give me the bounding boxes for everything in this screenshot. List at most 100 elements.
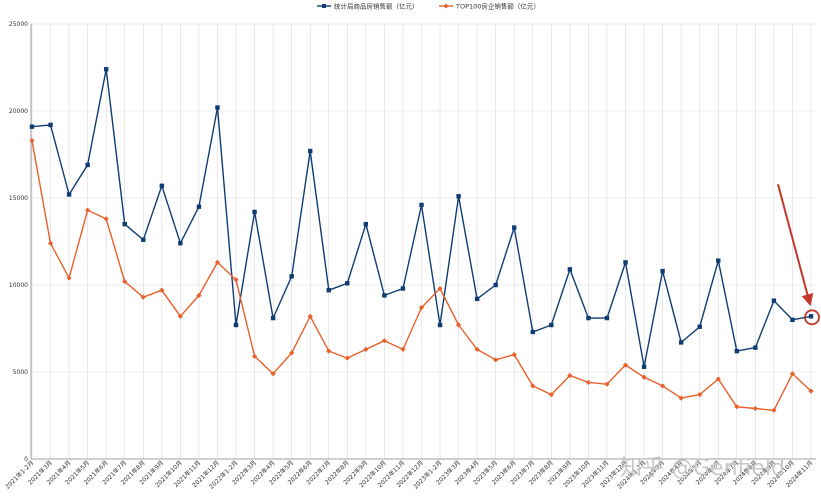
data-point-series-2: [418, 305, 425, 311]
data-point-series-2: [548, 392, 554, 398]
data-point-series-2: [159, 287, 165, 293]
data-point-series-2: [289, 350, 295, 356]
data-point-series-1: [363, 221, 369, 227]
data-point-series-2: [214, 259, 221, 265]
data-point-series-1: [382, 293, 387, 298]
data-point-series-2: [251, 353, 258, 359]
data-point-series-1: [697, 324, 702, 329]
data-point-series-1: [233, 322, 239, 328]
data-point-series-2: [400, 346, 406, 352]
data-point-series-2: [567, 372, 573, 379]
data-point-series-2: [85, 207, 91, 213]
data-point-series-2: [66, 275, 72, 281]
data-point-series-1: [289, 274, 294, 279]
axes: [30, 24, 816, 460]
data-point-series-1: [474, 296, 480, 302]
legend: 统计局商品房销售额（亿元） TOP100房企销售额（亿元）: [317, 1, 540, 10]
data-point-series-1: [567, 267, 573, 272]
data-point-series-2: [530, 383, 536, 389]
data-point-series-1: [549, 322, 554, 328]
data-point-series-1: [660, 268, 665, 274]
data-point-series-2: [585, 379, 592, 386]
data-point-series-2: [344, 355, 350, 361]
data-point-series-1: [808, 314, 814, 319]
data-point-series-1: [270, 315, 276, 321]
data-point-series-2: [734, 404, 740, 410]
data-point-series-1: [734, 348, 740, 354]
data-point-series-1: [493, 282, 498, 288]
data-point-series-1: [604, 315, 610, 321]
data-point-series-2: [122, 278, 128, 285]
data-point-series-2: [715, 376, 721, 382]
data-point-series-2: [641, 374, 647, 380]
data-point-series-1: [771, 298, 777, 303]
data-point-series-1: [512, 225, 517, 230]
data-point-series-2: [47, 240, 54, 246]
series-markers: [29, 67, 814, 413]
annotation-circle: [804, 309, 820, 326]
data-point-series-1: [586, 315, 591, 321]
watermark-text: 知乎 @Genfield: [620, 456, 785, 481]
data-point-series-2: [511, 352, 517, 358]
data-point-series-1: [196, 204, 202, 209]
data-point-series-2: [808, 388, 814, 394]
legend-label-2: TOP100房企销售额（亿元）: [455, 1, 540, 10]
y-tick-label: 25000: [9, 21, 28, 28]
data-point-series-1: [29, 124, 35, 129]
data-point-series-2: [455, 322, 462, 328]
data-point-series-1: [530, 329, 535, 335]
data-point-series-1: [252, 209, 257, 215]
data-point-series-2: [177, 313, 183, 319]
data-point-series-2: [622, 362, 629, 368]
annotations: [777, 184, 820, 326]
data-point-series-1: [790, 317, 795, 322]
data-point-series-2: [789, 371, 796, 377]
data-point-series-1: [419, 202, 424, 208]
data-point-series-1: [437, 322, 443, 328]
y-tick-label: 10000: [9, 282, 28, 289]
data-point-series-1: [178, 241, 183, 246]
data-point-series-2: [697, 392, 703, 398]
annotation-arrow: [777, 184, 814, 307]
legend-label-1: 统计局商品房销售额（亿元）: [334, 1, 419, 10]
data-point-series-1: [456, 194, 461, 199]
data-point-series-2: [771, 407, 777, 413]
data-point-series-2: [307, 313, 313, 319]
data-point-series-1: [48, 122, 53, 128]
data-point-series-1: [122, 221, 127, 227]
data-point-series-2: [233, 277, 239, 283]
data-point-series-1: [103, 67, 109, 72]
data-point-series-2: [270, 371, 276, 377]
legend-marker-1: [322, 4, 326, 8]
y-tick-label: 0: [24, 456, 28, 463]
data-point-series-1: [159, 183, 165, 189]
data-point-series-1: [326, 288, 331, 293]
data-point-series-2: [381, 338, 388, 344]
y-axis-ticks: 0 5000 10000 15000 20000 25000: [9, 21, 28, 463]
y-tick-label: 20000: [9, 108, 28, 115]
data-point-series-2: [363, 346, 369, 352]
y-tick-label: 5000: [13, 369, 28, 376]
data-point-series-1: [400, 286, 406, 291]
data-point-series-1: [678, 340, 684, 345]
data-point-series-1: [85, 162, 90, 168]
data-point-series-1: [308, 148, 313, 154]
data-point-series-1: [66, 192, 72, 197]
data-point-series-2: [326, 348, 332, 354]
data-point-series-1: [623, 260, 628, 265]
data-point-series-2: [604, 381, 610, 387]
data-point-series-1: [141, 237, 146, 242]
data-point-series-1: [716, 258, 721, 263]
legend-marker-2: [443, 3, 449, 9]
data-point-series-2: [29, 137, 35, 144]
data-point-series-2: [660, 383, 666, 389]
data-point-series-2: [493, 357, 499, 363]
data-point-series-2: [752, 405, 758, 412]
data-point-series-2: [474, 346, 480, 352]
data-point-series-1: [753, 345, 758, 350]
data-point-series-1: [345, 281, 350, 286]
data-point-series-2: [103, 216, 109, 222]
data-point-series-2: [437, 285, 443, 292]
y-tick-label: 15000: [9, 195, 28, 202]
